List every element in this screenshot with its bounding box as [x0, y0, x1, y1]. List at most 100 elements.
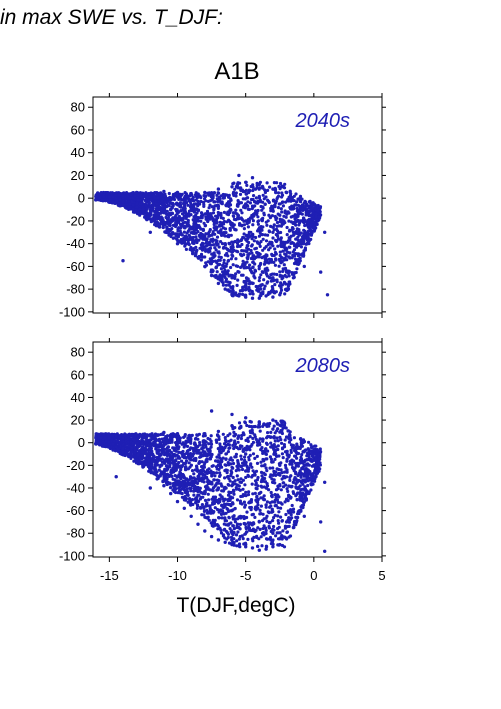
scatter-point	[249, 498, 254, 502]
scatter-point	[239, 454, 243, 458]
scatter-point	[303, 223, 307, 228]
scatter-point	[217, 453, 221, 457]
scatter-point	[200, 460, 204, 464]
scatter-point	[183, 210, 187, 214]
scatter-point	[271, 289, 275, 293]
scatter-point	[210, 497, 214, 501]
scatter-point	[224, 272, 229, 276]
scatter-point	[280, 431, 284, 436]
scatter-point	[228, 203, 232, 207]
scatter-point	[248, 216, 253, 220]
scatter-point	[231, 466, 235, 470]
scatter-point	[114, 193, 118, 197]
scatter-point	[219, 228, 223, 232]
scatter-point	[273, 439, 277, 443]
scatter-point	[273, 500, 277, 504]
scatter-point	[203, 236, 207, 240]
scatter-point	[272, 447, 276, 451]
scatter-point	[279, 285, 283, 289]
scatter-point	[255, 494, 259, 498]
scatter-point	[167, 204, 171, 208]
scatter-point	[237, 487, 241, 491]
scatter-point	[260, 184, 265, 188]
scatter-point	[111, 442, 115, 446]
scatter-point	[231, 245, 235, 249]
scatter-point	[290, 196, 295, 200]
scatter-point	[244, 295, 248, 299]
scatter-point	[185, 488, 189, 492]
scatter-point	[250, 281, 255, 286]
scatter-point	[205, 239, 209, 243]
scatter-point	[272, 524, 276, 529]
scatter-point	[222, 261, 226, 265]
scatter-point	[228, 527, 232, 531]
scatter-point	[287, 211, 291, 215]
scatter-point	[276, 237, 281, 241]
scatter-point	[265, 181, 269, 185]
scatter-point	[227, 274, 231, 278]
scatter-point	[202, 509, 206, 513]
scatter-point	[279, 488, 283, 492]
scatter-point	[274, 495, 278, 500]
scatter-point	[121, 259, 125, 263]
scatter-point	[202, 194, 206, 198]
scatter-point	[207, 260, 211, 264]
scatter-point	[234, 452, 238, 456]
scatter-point	[117, 193, 121, 197]
scatter-point	[240, 444, 244, 448]
scatter-point	[310, 231, 314, 235]
scatter-point	[208, 506, 212, 510]
scatter-point	[220, 275, 224, 279]
scatter-point	[216, 250, 220, 254]
scatter-point	[244, 438, 248, 442]
scatter-point	[298, 495, 302, 499]
scatter-point	[225, 262, 229, 266]
scatter-point	[235, 522, 240, 526]
y-tick: 80	[71, 100, 386, 115]
scatter-point	[189, 237, 193, 241]
scatter-point	[243, 421, 247, 425]
scatter-point	[152, 440, 156, 444]
scatter-point	[279, 207, 283, 211]
scatter-point	[267, 261, 271, 265]
scatter-point	[234, 486, 238, 490]
scatter-point	[280, 210, 284, 214]
scatter-point	[234, 533, 239, 537]
scatter-point	[305, 223, 309, 227]
scatter-point	[232, 541, 236, 545]
scatter-point	[271, 236, 275, 240]
scatter-point	[284, 270, 289, 274]
scatter-point	[254, 486, 258, 490]
scatter-point	[270, 477, 274, 481]
scatter-point	[148, 204, 152, 208]
scatter-point	[258, 527, 262, 532]
scatter-point	[288, 478, 292, 482]
scatter-point	[248, 201, 252, 205]
scatter-point	[152, 194, 156, 198]
scatter-point	[238, 289, 242, 293]
scatter-point	[141, 432, 145, 436]
scatter-point	[171, 459, 175, 463]
scatter-point	[243, 284, 248, 288]
scatter-point	[312, 202, 317, 206]
scatter-point	[252, 425, 256, 429]
scatter-point	[256, 220, 260, 224]
scatter-point	[211, 196, 215, 201]
scatter-point	[276, 244, 280, 248]
scatter-point	[253, 515, 257, 520]
scatter-point	[272, 469, 276, 473]
scatter-point	[236, 460, 240, 464]
scatter-point	[270, 460, 274, 464]
scatter-point	[276, 500, 280, 504]
scatter-point	[178, 194, 182, 198]
scatter-point	[244, 475, 248, 480]
scatter-point	[287, 516, 291, 520]
scatter-point	[189, 231, 193, 235]
scatter-point	[139, 195, 143, 199]
scatter-point	[275, 278, 279, 282]
scatter-point	[191, 241, 195, 245]
scatter-point	[258, 512, 262, 516]
scatter-point	[94, 198, 98, 202]
scatter-point	[248, 263, 252, 267]
scatter-point	[251, 492, 255, 496]
